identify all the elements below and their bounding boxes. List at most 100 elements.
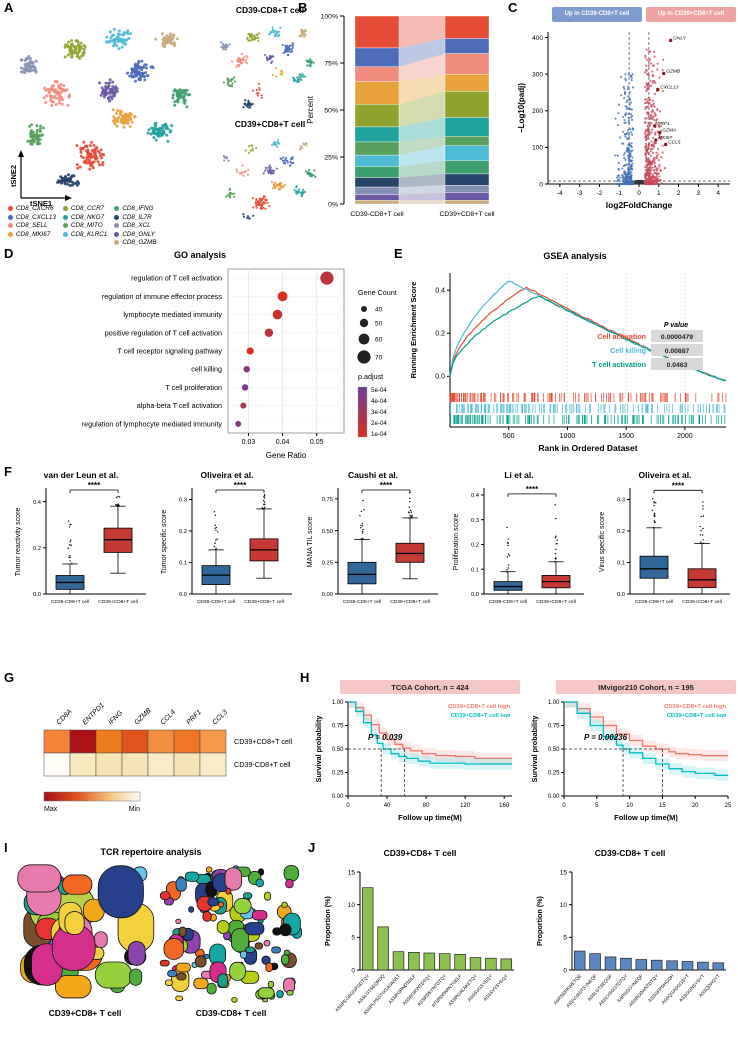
svg-text:−Log10(padj): −Log10(padj) <box>517 83 526 133</box>
svg-text:****: **** <box>234 481 247 490</box>
panel-label-b: B <box>298 0 308 15</box>
svg-text:regulation of T cell activatio: regulation of T cell activation <box>131 274 222 283</box>
svg-text:tSNE1: tSNE1 <box>30 199 52 208</box>
svg-text:0: 0 <box>562 803 566 809</box>
volcano-header-up: Up in CD39+CD8+T cell <box>646 7 736 22</box>
svg-text:0: 0 <box>346 803 350 809</box>
svg-text:CD39-CD8+T cell: CD39-CD8+T cell <box>489 599 527 605</box>
cluster-legend-item: CD8_IFNG <box>114 205 156 212</box>
svg-text:****: **** <box>88 481 101 490</box>
svg-text:Survival probability: Survival probability <box>530 716 539 783</box>
svg-text:0.05: 0.05 <box>310 439 324 446</box>
svg-text:0.00887: 0.00887 <box>665 348 690 355</box>
svg-text:Rank in Ordered Dataset: Rank in Ordered Dataset <box>538 443 637 453</box>
svg-text:0.4: 0.4 <box>33 500 42 506</box>
svg-text:CD39-CD8+T cell: CD39-CD8+T cell <box>197 599 235 605</box>
svg-text:Cell killing: Cell killing <box>610 346 646 355</box>
svg-text:10: 10 <box>626 803 633 809</box>
svg-text:regulation of lymphocyte media: regulation of lymphocyte mediated immuni… <box>82 419 223 428</box>
svg-text:80: 80 <box>423 803 430 809</box>
svg-text:Proliferation score: Proliferation score <box>453 514 460 571</box>
svg-text:CD39+CD8+T cell low: CD39+CD8+T cell low <box>451 713 511 719</box>
svg-text:CD39+CD8+T cell high: CD39+CD8+T cell high <box>448 704 510 710</box>
svg-text:GZMA: GZMA <box>662 128 676 134</box>
svg-text:0.3: 0.3 <box>471 518 479 524</box>
cluster-legend-item: CD8_GZMB <box>114 239 157 246</box>
svg-text:CD39+CD8+T cell: CD39+CD8+T cell <box>439 211 495 218</box>
cluster-legend-item: CD8_CXCR6 <box>8 205 56 212</box>
svg-text:0.0: 0.0 <box>179 592 187 598</box>
svg-text:60: 60 <box>375 336 383 343</box>
svg-text:15: 15 <box>659 803 666 809</box>
km-plot-tcga: TCGA Cohort, n = 424 0.00 0.25 0.50 0.75 1.00… <box>314 680 520 822</box>
cluster-legend-item: CD8_GNLY <box>114 231 156 238</box>
svg-text:TCGA Cohort, n = 424: TCGA Cohort, n = 424 <box>391 683 469 692</box>
svg-text:0.4: 0.4 <box>435 288 445 295</box>
svg-text:0.1: 0.1 <box>617 561 625 567</box>
svg-text:Cell activation: Cell activation <box>597 332 646 341</box>
svg-text:0.0: 0.0 <box>33 592 41 598</box>
svg-text:75%: 75% <box>324 60 338 67</box>
svg-text:P value: P value <box>664 322 688 329</box>
svg-text:0.75: 0.75 <box>332 724 344 730</box>
panel-label-i: I <box>4 840 8 855</box>
svg-text:40: 40 <box>375 306 383 313</box>
svg-text:4: 4 <box>716 190 720 197</box>
svg-text:4e-04: 4e-04 <box>371 398 387 405</box>
cluster-legend-item: CD8_MKI67 <box>8 231 56 238</box>
svg-text:1.00: 1.00 <box>332 700 344 706</box>
svg-text:1e-04: 1e-04 <box>371 431 387 438</box>
svg-text:0.00: 0.00 <box>548 794 560 800</box>
svg-text:CD39+CD8+T cell: CD39+CD8+T cell <box>682 599 722 605</box>
svg-text:CD39+CD8+T cell: CD39+CD8+T cell <box>234 737 293 746</box>
boxplot-title-1: van der Leun et al. <box>43 470 119 480</box>
svg-text:Percent: Percent <box>306 95 315 123</box>
boxplot-title-4: Li et al. <box>504 470 534 480</box>
boxplot-title-2: Oliveira et al. <box>200 470 254 480</box>
svg-text:0: 0 <box>563 967 567 974</box>
svg-text:Gene Count: Gene Count <box>358 288 397 297</box>
boxplot-title-3: Caushi et al. <box>347 470 399 480</box>
cluster-legend: CD8_CXCR6 CD8_CXCL13 CD8_SELL CD8_MKI67 CD8_… <box>8 205 164 246</box>
cluster-legend-item: CD8_MITO <box>62 222 107 229</box>
svg-text:0.25: 0.25 <box>332 771 344 777</box>
svg-text:IMvigor210 Cohort, n = 195: IMvigor210 Cohort, n = 195 <box>598 683 694 692</box>
svg-text:Min: Min <box>129 806 140 813</box>
svg-text:P = 0.00236: P = 0.00236 <box>584 733 628 742</box>
svg-text:Running Enrichment Score: Running Enrichment Score <box>409 282 418 379</box>
svg-text:0.00: 0.00 <box>322 592 333 598</box>
svg-text:****: **** <box>672 481 685 490</box>
svg-text:0.50: 0.50 <box>322 529 333 535</box>
boxplot-4: 0.0 0.1 0.2 0.3 0.4 Proliferation score **** CD… <box>453 485 584 605</box>
cluster-legend-item: CD8_XCL <box>114 222 156 229</box>
svg-text:120: 120 <box>460 803 471 809</box>
boxplot-2: 0.0 0.1 0.2 0.3 Tumor specific score **** CD39… <box>161 481 292 605</box>
go-dotplot: 0.03 0.04 0.05 regulation of T cell activat… <box>82 268 397 460</box>
tcr-label-cd39neg: CD39-CD8+ T cell <box>195 1008 267 1018</box>
svg-text:160: 160 <box>499 803 510 809</box>
svg-text:positive regulation of T cell: positive regulation of T cell activation <box>105 328 222 337</box>
gsea-plot: 500 1000 1500 2000 0.0 0.2 0.4 Running Enrichme… <box>409 273 727 453</box>
svg-text:CXCL13: CXCL13 <box>660 85 678 91</box>
go-title: GO analysis <box>173 250 227 260</box>
svg-text:Proportion (%): Proportion (%) <box>535 895 544 946</box>
cluster-legend-item: CD8_KLRC1 <box>62 231 107 238</box>
clonotype-title-cd39neg: CD39-CD8+ T cell <box>594 848 666 858</box>
svg-text:Virus specific score: Virus specific score <box>599 512 606 572</box>
svg-text:0.1: 0.1 <box>471 567 479 573</box>
svg-text:0.0000479: 0.0000479 <box>661 334 693 341</box>
panel-label-h: H <box>300 670 310 685</box>
panel-label-c: C <box>508 0 518 15</box>
panel-label-f: F <box>4 464 12 479</box>
svg-text:P = 0.039: P = 0.039 <box>368 733 403 742</box>
svg-text:T cell proliferation: T cell proliferation <box>165 383 222 392</box>
svg-text:ASSRGRINTDTQY: ASSRGRINTDTQY <box>402 973 432 1006</box>
svg-text:regulation of immune effector: regulation of immune effector process <box>102 292 223 301</box>
panel-label-a: A <box>4 0 14 15</box>
svg-text:T cell activation: T cell activation <box>592 360 646 369</box>
svg-text:CD39+CD8+T cell: CD39+CD8+T cell <box>98 599 138 605</box>
svg-text:ASRSERKWETQE: ASRSERKWETQE <box>553 973 583 1005</box>
svg-text:0.2: 0.2 <box>617 529 625 535</box>
